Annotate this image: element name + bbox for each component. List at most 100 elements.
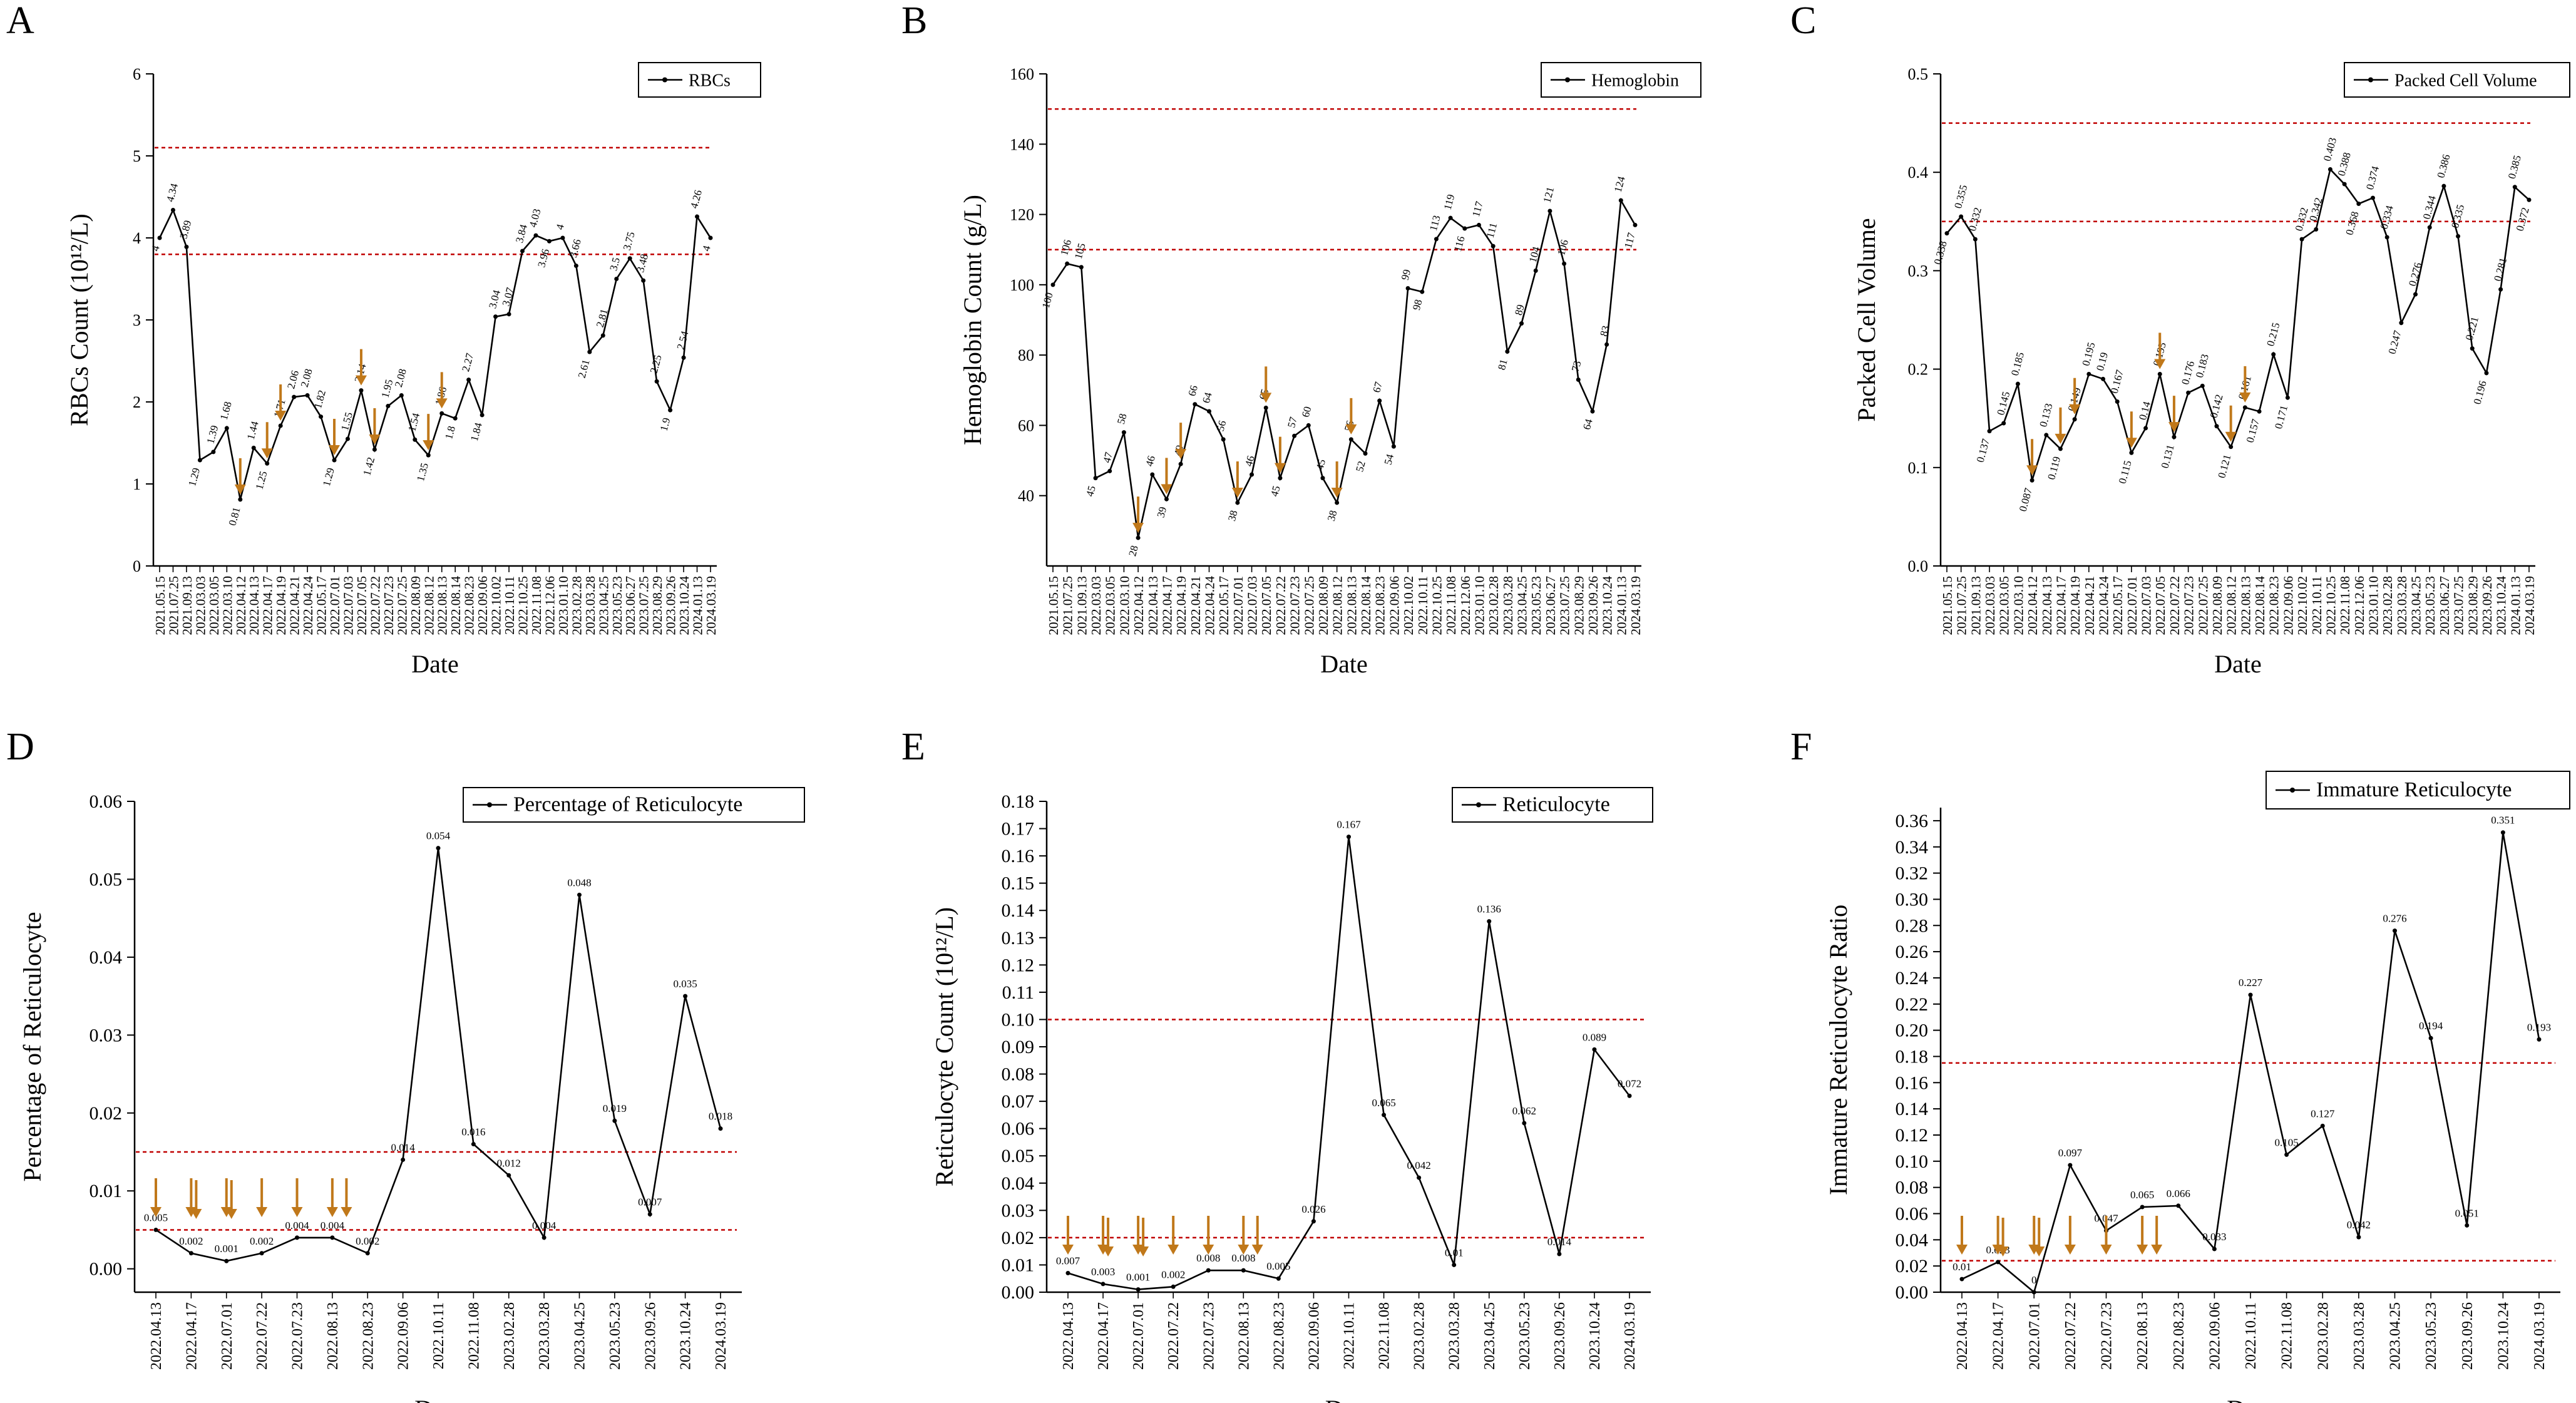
data-label: 0.335 [2449, 203, 2466, 230]
data-point [188, 1251, 193, 1256]
panel-label-D: D [6, 726, 34, 768]
treatment-arrow-head [256, 1207, 268, 1217]
data-label: 0.403 [2321, 136, 2339, 163]
x-tick-label: 2022.09.06 [1306, 1302, 1322, 1370]
x-tick-label: 2022.05.17 [2110, 576, 2125, 635]
x-tick-label: 2022.07.22 [367, 576, 382, 635]
treatment-arrow-head [326, 1207, 338, 1217]
data-point [2129, 450, 2134, 455]
data-label: 0.066 [2167, 1188, 2190, 1200]
data-label: 46 [1243, 455, 1257, 468]
x-tick-label: 2022.07.23 [1288, 576, 1303, 635]
x-tick-label: 2022.08.12 [1330, 576, 1345, 635]
y-tick-label: 0.00 [1002, 1282, 1035, 1303]
y-tick-label: 0.26 [1896, 942, 1929, 962]
data-label: 73 [1569, 359, 1584, 373]
x-tick-label: 2021.05.15 [153, 576, 168, 635]
data-point [2413, 292, 2418, 297]
data-point [399, 393, 404, 398]
x-tick-label: 2023.04.25 [596, 576, 611, 635]
x-tick-label: 2023.06.27 [2437, 576, 2452, 635]
treatment-arrow-head [2026, 465, 2038, 476]
legend-label: Hemoglobin [1591, 71, 1679, 91]
y-tick-label: 0.28 [1896, 915, 1929, 936]
x-tick-label: 2022.07.22 [2063, 1302, 2079, 1370]
data-point [2284, 1152, 2289, 1157]
x-tick-label: 2022.04.19 [1174, 576, 1189, 635]
chart-panel-B: 4060801001201401602021.05.152021.07.2520… [958, 62, 1701, 678]
data-point [2384, 235, 2389, 240]
data-label: 3.75 [621, 230, 637, 252]
x-tick-label: 2022.04.12 [233, 576, 249, 635]
data-point [718, 1126, 723, 1131]
y-tick-label: 0.10 [1002, 1009, 1035, 1030]
y-tick-label: 120 [1010, 206, 1034, 224]
data-label: 0.005 [1266, 1260, 1290, 1272]
data-point [2399, 321, 2404, 326]
treatment-arrow-head [1956, 1245, 1968, 1255]
x-tick-label: 2022.04.19 [2068, 576, 2083, 635]
y-tick-label: 80 [1018, 346, 1034, 364]
x-tick-label: 2022.08.23 [2171, 1302, 2187, 1370]
data-label: 4 [149, 244, 162, 253]
treatment-arrow-head [369, 434, 381, 445]
data-point [1136, 535, 1141, 540]
data-label: 111 [1484, 222, 1500, 239]
y-tick-label: 60 [1018, 416, 1034, 434]
data-point [641, 278, 646, 283]
data-point [2484, 371, 2489, 376]
data-point [1207, 409, 1212, 414]
data-point [1633, 222, 1638, 227]
y-tick-label: 40 [1018, 487, 1034, 505]
data-point [1562, 261, 1567, 266]
x-tick-label: 2024.03.19 [704, 576, 719, 635]
y-tick-label: 140 [1010, 135, 1034, 153]
data-point [436, 846, 441, 851]
x-tick-label: 2023.02.28 [1486, 576, 1501, 635]
treatment-arrow-head [329, 445, 341, 456]
data-point [1335, 500, 1340, 505]
treatment-arrow-head [2225, 431, 2237, 442]
data-label: 1.54 [406, 411, 422, 433]
data-label: 45 [1268, 485, 1283, 498]
x-tick-label: 2022.05.17 [1216, 576, 1231, 635]
data-label: 46 [1143, 455, 1157, 468]
x-tick-label: 2022.07.05 [354, 576, 369, 635]
x-tick-label: 2021.09.13 [180, 576, 195, 635]
x-tick-label: 2022.07.22 [2167, 576, 2182, 635]
data-point [587, 349, 592, 354]
data-point [1050, 282, 1055, 287]
y-tick-label: 0.5 [1908, 65, 1929, 83]
legend-marker [487, 802, 492, 808]
treatment-arrow-head [261, 448, 273, 459]
y-tick-label: 0.20 [1896, 1020, 1929, 1041]
data-label: 0.385 [2506, 154, 2523, 180]
data-point [560, 235, 565, 240]
data-label: 45 [1313, 458, 1328, 471]
data-point [1618, 198, 1623, 203]
y-tick-label: 0.03 [1002, 1200, 1035, 1221]
y-tick-label: 0.16 [1896, 1072, 1929, 1093]
x-tick-label: 2022.10.02 [1401, 576, 1416, 635]
treatment-arrow-head [1132, 523, 1144, 533]
data-label: 0.276 [2406, 261, 2424, 287]
y-tick-label: 0.14 [1002, 900, 1035, 921]
data-point [2271, 352, 2276, 357]
data-label: 1.84 [468, 421, 485, 443]
data-point [2157, 371, 2162, 376]
x-tick-label: 2023.03.28 [583, 576, 598, 635]
data-point [1221, 437, 1226, 442]
data-point [1150, 472, 1155, 477]
panel-label-A: A [6, 0, 34, 42]
treatment-arrow-head [2033, 1246, 2045, 1257]
data-label: 0.005 [144, 1211, 168, 1223]
data-label: 0.016 [461, 1126, 485, 1138]
treatment-arrow-head [150, 1207, 162, 1217]
data-point [480, 413, 485, 418]
data-label: 0.195 [2080, 341, 2097, 367]
data-label: 67 [1370, 380, 1385, 394]
x-tick-label: 2023.02.28 [501, 1302, 518, 1370]
data-point [2393, 928, 2397, 933]
x-tick-label: 2023.06.27 [623, 576, 638, 635]
series-line [158, 208, 712, 500]
